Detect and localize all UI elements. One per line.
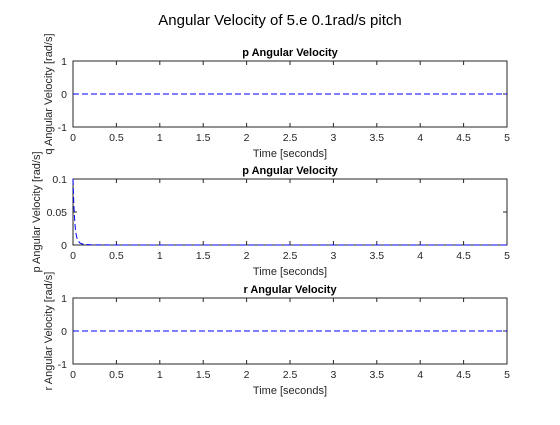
subplot-3-ticks: 0 0.5 1 1.5 2 2.5 3 3.5 4 4.5 5-101	[58, 293, 510, 381]
x-tick-label: 5	[504, 369, 510, 381]
subplot-3-title: r Angular Velocity	[243, 284, 337, 296]
subplot-1: p Angular Velocity 0 0.5 1 1.5 2 2.5 3 3.5 4 4.5 5…	[43, 33, 510, 160]
x-tick-label: 5	[504, 250, 510, 262]
y-tick-label: 0	[61, 89, 67, 101]
x-tick-label: 0	[70, 132, 76, 144]
y-tick-label: 0	[61, 326, 67, 338]
subplot-2: p Angular Velocity 0 0.5 1 1.5 2 2.5 3 3.5 4 4.5 5…	[31, 151, 510, 278]
x-tick-label: 3	[330, 369, 336, 381]
subplot-1-xlabel: Time [seconds]	[253, 148, 327, 160]
x-tick-label: 3.5	[369, 369, 384, 381]
x-tick-label: 3.5	[369, 250, 384, 262]
x-tick-label: 1.5	[196, 369, 211, 381]
x-tick-label: 0	[70, 250, 76, 262]
subplot-2-ticks: 0 0.5 1 1.5 2 2.5 3 3.5 4 4.5 5 0 0.05 0.1	[47, 174, 511, 262]
y-tick-label: 0	[61, 240, 67, 252]
x-tick-label: 4	[417, 250, 423, 262]
x-tick-label: 3	[330, 250, 336, 262]
x-tick-label: 1	[157, 369, 163, 381]
x-tick-label: 0.5	[109, 132, 124, 144]
x-tick-label: 4.5	[456, 369, 471, 381]
x-tick-label: 2	[244, 369, 250, 381]
x-tick-label: 4.5	[456, 132, 471, 144]
y-tick-label: -1	[58, 122, 67, 134]
subplot-3-ylabel: r Angular Velocity [rad/s]	[43, 272, 55, 391]
figure-title: Angular Velocity of 5.e 0.1rad/s pitch	[158, 12, 401, 29]
x-tick-label: 0.5	[109, 369, 124, 381]
x-tick-label: 1	[157, 132, 163, 144]
x-tick-label: 2.5	[283, 132, 298, 144]
subplot-3: r Angular Velocity 0 0.5 1 1.5 2 2.5 3 3.5 4 4.5 5…	[43, 272, 510, 397]
subplot-2-axes	[72, 178, 508, 246]
y-tick-label: 0.1	[52, 174, 67, 186]
x-tick-label: 1.5	[196, 250, 211, 262]
subplot-1-ylabel: q Angular Velocity [rad/s]	[43, 33, 55, 154]
subplot-1-title: p Angular Velocity	[242, 47, 338, 59]
subplot-3-xlabel: Time [seconds]	[253, 385, 327, 397]
subplot-1-ticks: 0 0.5 1 1.5 2 2.5 3 3.5 4 4.5 5-101	[58, 56, 510, 144]
x-tick-label: 2	[244, 132, 250, 144]
subplot-2-ylabel: p Angular Velocity [rad/s]	[31, 151, 43, 272]
x-tick-label: 0	[70, 369, 76, 381]
x-tick-label: 3.5	[369, 132, 384, 144]
x-tick-label: 4	[417, 369, 423, 381]
x-tick-label: 2.5	[283, 250, 298, 262]
x-tick-label: 5	[504, 132, 510, 144]
y-tick-label: -1	[58, 359, 67, 371]
x-tick-label: 3	[330, 132, 336, 144]
x-tick-label: 1	[157, 250, 163, 262]
x-tick-label: 4	[417, 132, 423, 144]
subplot-2-series-line	[72, 178, 507, 246]
x-tick-label: 1.5	[196, 132, 211, 144]
x-tick-label: 2.5	[283, 369, 298, 381]
subplot-2-title: p Angular Velocity	[242, 165, 338, 177]
subplot-2-xlabel: Time [seconds]	[253, 266, 327, 278]
y-tick-label: 1	[61, 56, 67, 68]
x-tick-label: 4.5	[456, 250, 471, 262]
y-tick-label: 1	[61, 293, 67, 305]
y-tick-label: 0.05	[47, 207, 68, 219]
x-tick-label: 0.5	[109, 250, 124, 262]
x-tick-label: 2	[244, 250, 250, 262]
